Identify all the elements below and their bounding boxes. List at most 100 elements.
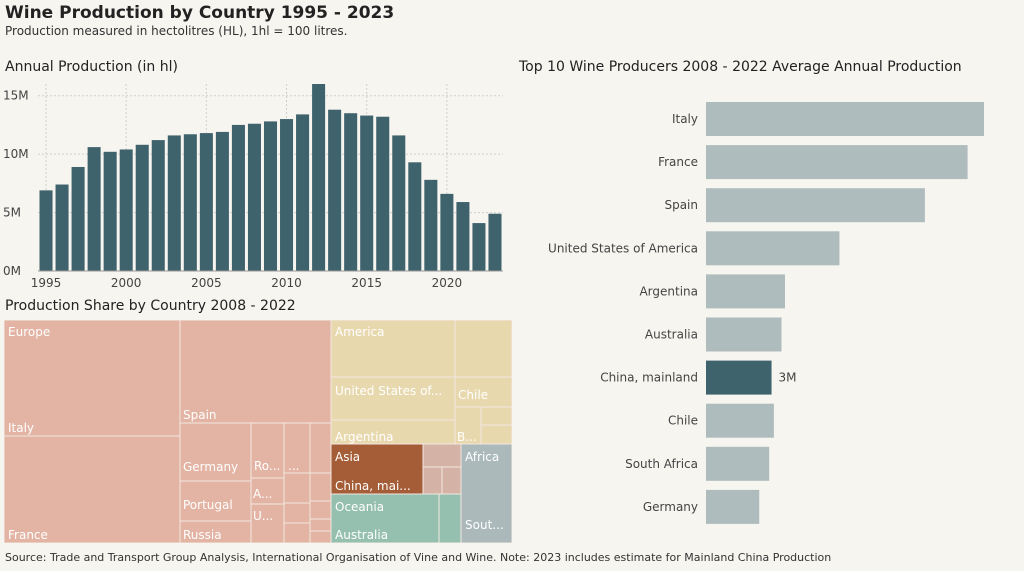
producer-label: China, mainland — [600, 371, 698, 385]
treemap-country-label: A... — [253, 487, 272, 501]
annual-bar — [296, 114, 310, 271]
treemap-country-label: B... — [457, 430, 477, 444]
producer-bar — [706, 403, 774, 438]
treemap-title: Production Share by Country 2008 - 2022 — [5, 298, 296, 314]
annual-bar — [376, 116, 390, 271]
producer-bar — [706, 360, 772, 395]
source-note: Source: Trade and Transport Group Analys… — [5, 551, 832, 564]
annual-bar — [456, 202, 470, 271]
treemap-cell — [309, 500, 332, 520]
treemap-cell — [309, 530, 332, 543]
treemap-cell — [480, 406, 512, 426]
producer-label: Germany — [643, 500, 698, 514]
treemap-cell — [4, 320, 181, 437]
annual-bar — [472, 223, 486, 271]
treemap-country-label: China, mai... — [335, 479, 411, 493]
annual-bar — [231, 124, 245, 271]
treemap-group-label: Oceania — [335, 500, 384, 514]
annual-bar — [392, 135, 406, 271]
producer-label: United States of America — [548, 241, 698, 255]
annual-chart-title: Annual Production (in hl) — [5, 59, 178, 75]
treemap-cell — [422, 466, 443, 495]
treemap-cell — [309, 422, 332, 474]
treemap-country-label: Portugal — [183, 498, 233, 512]
treemap-country-label: Germany — [183, 460, 238, 474]
production-share-treemap: Europe America Asia Oceania Africa Italy Franc… — [4, 320, 512, 543]
annual-bar — [280, 119, 294, 271]
annual-bar — [424, 179, 438, 271]
y-tick-label: 0M — [3, 264, 21, 278]
annual-bar — [87, 147, 101, 271]
y-tick-label: 10M — [3, 147, 29, 161]
x-tick-label: 2015 — [351, 276, 382, 290]
annual-bar — [440, 193, 454, 271]
x-tick-label: 2000 — [111, 276, 142, 290]
treemap-country-label: Argentina — [335, 430, 394, 444]
treemap-cell — [250, 422, 285, 479]
annual-bar — [344, 113, 358, 271]
producer-bar — [706, 446, 770, 481]
annual-bar — [151, 140, 165, 271]
treemap-country-label: Spain — [183, 408, 217, 422]
treemap-cell — [460, 443, 512, 543]
treemap-group-label: Europe — [8, 325, 50, 339]
treemap-country-label: Australia — [335, 528, 388, 542]
treemap-country-label: Chile — [458, 388, 488, 402]
annual-bar — [135, 144, 149, 271]
treemap-cell — [309, 472, 332, 502]
treemap-cell — [454, 376, 512, 408]
producer-bar — [706, 489, 760, 524]
annual-bar — [360, 115, 374, 272]
annual-bar — [71, 166, 85, 271]
treemap-cell — [250, 477, 285, 505]
annual-bar — [488, 213, 502, 271]
x-tick-label: 1995 — [31, 276, 62, 290]
treemap-cell — [179, 422, 252, 482]
annual-bar — [263, 121, 278, 272]
producer-label: Spain — [664, 198, 698, 212]
treemap-cell — [330, 443, 424, 495]
annual-bar — [312, 84, 326, 271]
annual-bar — [247, 123, 261, 271]
treemap-cell — [441, 466, 462, 495]
producer-label: Australia — [645, 328, 698, 342]
treemap-cell — [454, 320, 512, 378]
treemap-cell — [179, 480, 252, 522]
producer-bar — [706, 317, 782, 352]
producer-bar — [706, 231, 840, 266]
producer-data-label: 3M — [779, 371, 797, 385]
treemap-cell — [283, 472, 311, 504]
treemap-cell — [283, 502, 311, 524]
treemap-cell — [283, 522, 311, 543]
top10-chart-title: Top 10 Wine Producers 2008 - 2022 Averag… — [519, 59, 962, 75]
treemap-cell — [283, 422, 311, 474]
x-tick-label: 2005 — [191, 276, 222, 290]
annual-production-chart: 0M 5M 10M 15M 1995 2000 2005 2010 2015 2020 — [3, 84, 503, 290]
annual-bar — [328, 109, 342, 272]
x-tick-label: 2010 — [271, 276, 302, 290]
annual-bar — [119, 149, 133, 271]
y-tick-label: 5M — [3, 206, 21, 220]
treemap-country-label: Italy — [8, 421, 34, 435]
annual-bar — [215, 131, 229, 271]
treemap-country-label: ... — [288, 459, 299, 473]
treemap-group-label: Africa — [465, 450, 499, 464]
annual-bar — [167, 135, 181, 271]
page-title: Wine Production by Country 1995 - 2023 — [5, 3, 395, 23]
treemap-cell — [250, 503, 285, 543]
producer-bar — [706, 145, 968, 180]
annual-bar — [199, 133, 213, 271]
treemap-country-label: Sout... — [465, 518, 504, 532]
annual-bar — [103, 151, 117, 271]
x-tick-label: 2020 — [432, 276, 463, 290]
annual-bar — [39, 190, 53, 271]
top-producers-chart: Italy France Spain United States of America… — [548, 102, 984, 524]
producer-label: Italy — [672, 112, 698, 126]
producer-label: Chile — [668, 414, 698, 428]
treemap-cell — [4, 435, 181, 543]
y-tick-label: 15M — [3, 89, 29, 103]
treemap-cell — [309, 518, 332, 532]
page-subtitle: Production measured in hectolitres (HL),… — [5, 24, 348, 38]
treemap-country-label: Russia — [183, 528, 222, 542]
producer-bar — [706, 274, 786, 309]
